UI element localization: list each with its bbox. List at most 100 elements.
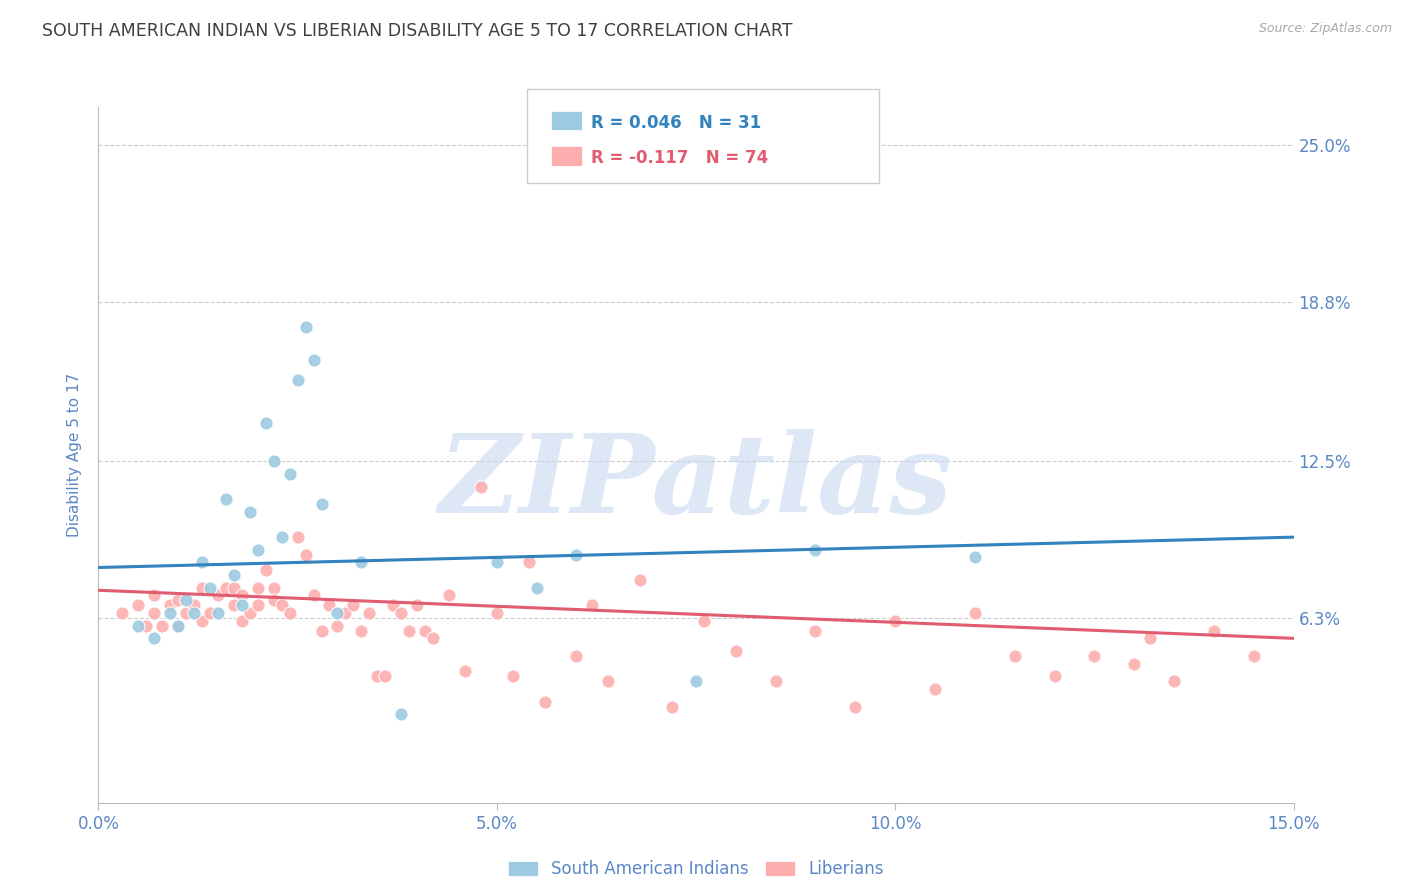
Point	[222, 568, 245, 582]
Legend: South American Indians, Liberians: South American Indians, Liberians	[501, 854, 891, 885]
Text: SOUTH AMERICAN INDIAN VS LIBERIAN DISABILITY AGE 5 TO 17 CORRELATION CHART: SOUTH AMERICAN INDIAN VS LIBERIAN DISABI…	[42, 22, 793, 40]
Point	[167, 618, 190, 632]
Point	[143, 632, 166, 646]
Point	[765, 674, 787, 689]
Point	[191, 614, 214, 628]
Point	[359, 606, 381, 620]
Point	[246, 542, 269, 557]
Point	[350, 624, 373, 638]
Point	[135, 618, 157, 632]
Point	[111, 606, 134, 620]
Point	[406, 599, 429, 613]
Point	[1243, 648, 1265, 663]
Point	[231, 588, 253, 602]
Y-axis label: Disability Age 5 to 17: Disability Age 5 to 17	[67, 373, 83, 537]
Text: R = 0.046   N = 31: R = 0.046 N = 31	[591, 114, 761, 132]
Point	[311, 624, 333, 638]
Point	[598, 674, 620, 689]
Point	[335, 606, 357, 620]
Point	[127, 618, 149, 632]
Point	[565, 648, 588, 663]
Text: R = -0.117   N = 74: R = -0.117 N = 74	[591, 149, 768, 167]
Point	[207, 606, 229, 620]
Point	[311, 497, 333, 511]
Point	[366, 669, 388, 683]
Point	[174, 593, 197, 607]
Point	[143, 588, 166, 602]
Point	[207, 588, 229, 602]
Point	[685, 674, 707, 689]
Point	[1004, 648, 1026, 663]
Point	[287, 373, 309, 387]
Point	[215, 492, 238, 507]
Point	[174, 606, 197, 620]
Point	[150, 618, 173, 632]
Point	[294, 548, 316, 562]
Point	[294, 320, 316, 334]
Point	[342, 599, 364, 613]
Point	[263, 454, 285, 468]
Point	[1043, 669, 1066, 683]
Point	[254, 563, 277, 577]
Point	[183, 599, 205, 613]
Point	[924, 681, 946, 696]
Point	[239, 606, 262, 620]
Point	[287, 530, 309, 544]
Point	[302, 353, 325, 368]
Point	[198, 606, 221, 620]
Point	[517, 556, 540, 570]
Text: Source: ZipAtlas.com: Source: ZipAtlas.com	[1258, 22, 1392, 36]
Point	[382, 599, 405, 613]
Point	[191, 581, 214, 595]
Point	[374, 669, 396, 683]
Point	[804, 624, 827, 638]
Point	[1139, 632, 1161, 646]
Point	[278, 467, 301, 481]
Point	[318, 599, 340, 613]
Point	[263, 581, 285, 595]
Point	[963, 550, 986, 565]
Point	[239, 505, 262, 519]
Point	[159, 599, 181, 613]
Point	[533, 695, 555, 709]
Point	[454, 665, 477, 679]
Point	[270, 599, 292, 613]
Point	[278, 606, 301, 620]
Point	[565, 548, 588, 562]
Point	[502, 669, 524, 683]
Point	[389, 707, 412, 722]
Point	[398, 624, 420, 638]
Point	[263, 593, 285, 607]
Point	[526, 581, 548, 595]
Point	[661, 699, 683, 714]
Point	[389, 606, 412, 620]
Point	[246, 581, 269, 595]
Point	[581, 599, 603, 613]
Point	[222, 581, 245, 595]
Point	[246, 599, 269, 613]
Point	[231, 614, 253, 628]
Point	[1083, 648, 1105, 663]
Point	[470, 479, 492, 493]
Point	[191, 556, 214, 570]
Point	[1123, 657, 1146, 671]
Point	[844, 699, 866, 714]
Point	[167, 593, 190, 607]
Point	[724, 644, 747, 658]
Point	[159, 606, 181, 620]
Point	[1163, 674, 1185, 689]
Point	[127, 599, 149, 613]
Point	[326, 606, 349, 620]
Point	[628, 573, 651, 587]
Point	[437, 588, 460, 602]
Point	[350, 556, 373, 570]
Point	[413, 624, 436, 638]
Point	[254, 417, 277, 431]
Point	[485, 556, 508, 570]
Point	[804, 542, 827, 557]
Point	[215, 581, 238, 595]
Point	[693, 614, 716, 628]
Point	[422, 632, 444, 646]
Point	[963, 606, 986, 620]
Point	[1202, 624, 1225, 638]
